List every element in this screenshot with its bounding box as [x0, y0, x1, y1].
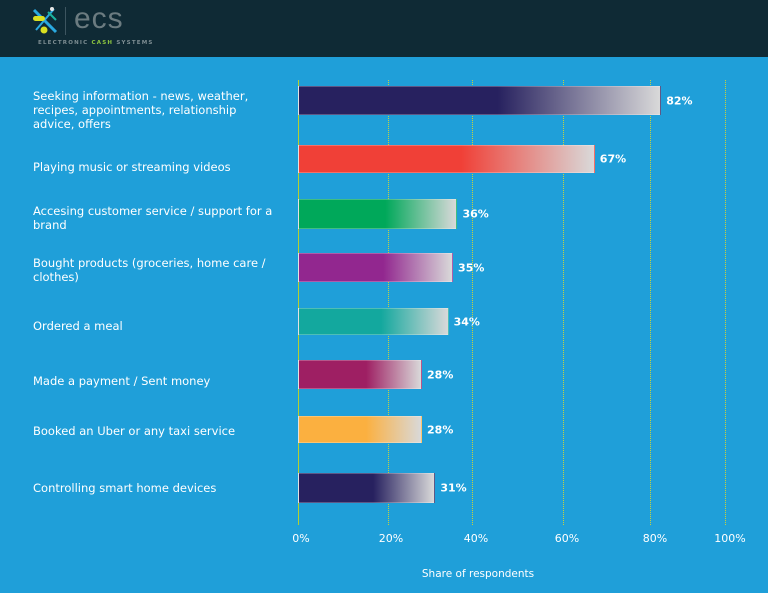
- x-tick-label: 100%: [714, 532, 746, 545]
- header: ecs ELECTRONIC CASH SYSTEMS: [0, 0, 768, 57]
- bar: [298, 199, 458, 229]
- category-label: Ordered a meal: [33, 319, 123, 333]
- category-label: Made a payment / Sent money: [33, 374, 211, 388]
- gridline: [472, 80, 473, 525]
- category-label: Controlling smart home devices: [33, 481, 217, 495]
- x-tick-label: 80%: [642, 532, 668, 545]
- category-label: Bought products (groceries, home care / …: [33, 256, 266, 284]
- x-tick-label: 20%: [378, 532, 404, 545]
- value-label: 35%: [458, 261, 485, 274]
- category-label: Accesing customer service / support for …: [33, 204, 273, 232]
- bar: [298, 86, 662, 115]
- x-tick-label: 0%: [292, 532, 310, 545]
- y-axis-line: [298, 80, 299, 525]
- logo-divider: [65, 7, 66, 35]
- bar: [298, 145, 595, 173]
- value-label: 28%: [427, 368, 454, 381]
- x-tick-label: 60%: [554, 532, 580, 545]
- value-label: 31%: [440, 481, 467, 495]
- x-axis-label: Share of respondents: [421, 568, 535, 580]
- bar: [298, 360, 423, 389]
- logo-tagline: ELECTRONIC CASH SYSTEMS: [38, 40, 154, 46]
- category-label: Playing music or streaming videos: [33, 160, 231, 174]
- bar: [298, 473, 436, 503]
- ecs-logo-icon: [32, 7, 58, 34]
- value-label: 36%: [462, 207, 489, 221]
- bar: [298, 308, 449, 335]
- value-label: 67%: [599, 152, 627, 166]
- logo-wordmark: ecs: [74, 2, 124, 35]
- bar: [298, 253, 454, 282]
- value-label: 28%: [427, 423, 454, 436]
- x-tick-label: 40%: [463, 532, 489, 545]
- value-label: 34%: [453, 315, 480, 328]
- category-label: Seeking information - news, weather, rec…: [33, 89, 249, 131]
- gridline: [650, 80, 651, 525]
- bar: [298, 416, 423, 443]
- category-label: Booked an Uber or any taxi service: [33, 424, 236, 438]
- gridline: [725, 80, 726, 525]
- gridline: [563, 80, 564, 525]
- value-label: 82%: [666, 94, 693, 107]
- gridline: [388, 80, 389, 525]
